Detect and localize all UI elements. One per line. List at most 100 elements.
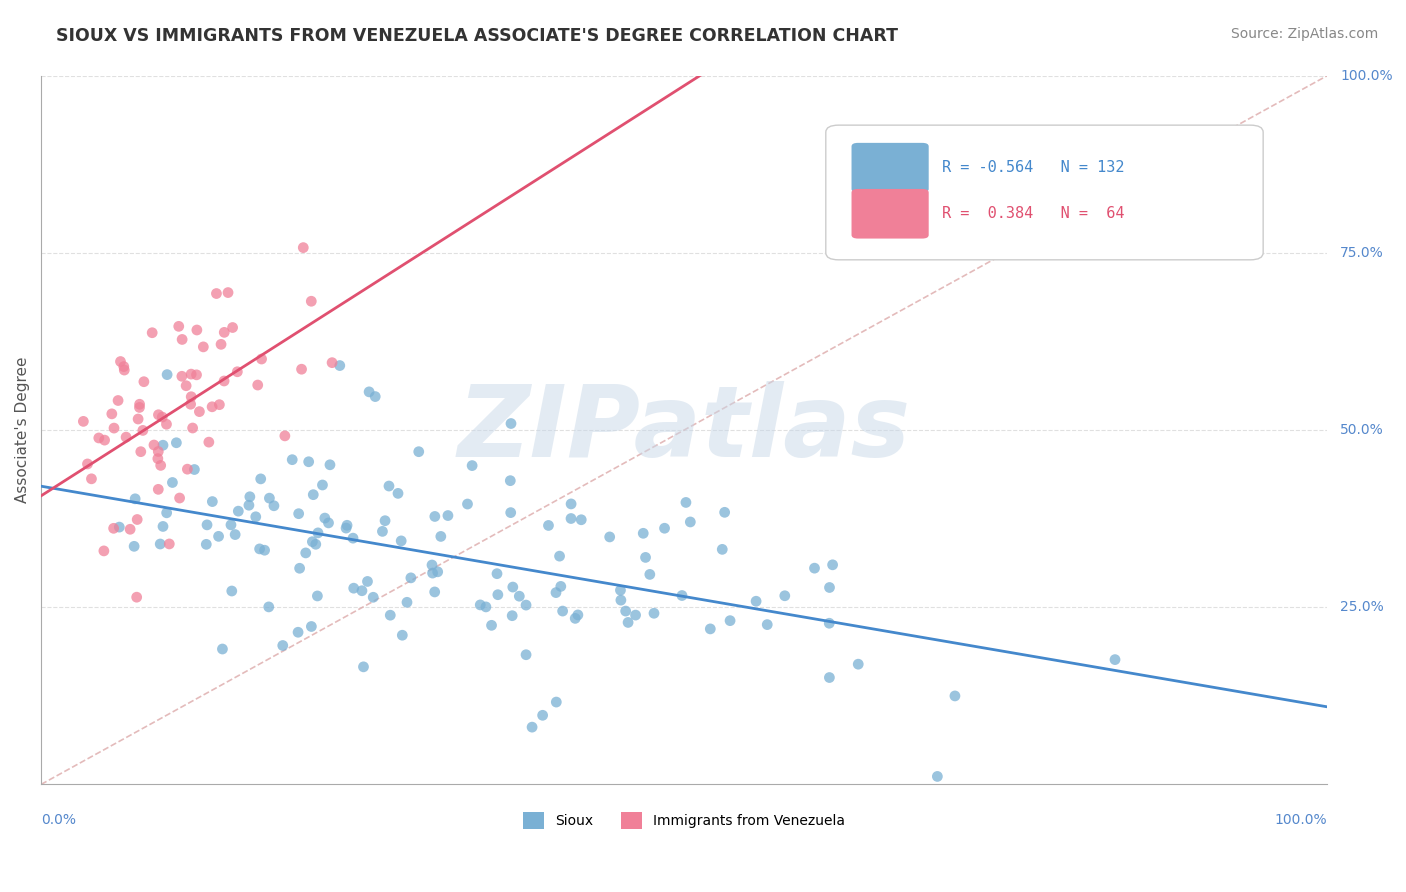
Point (544, 585, 567, 599)
Point (226, 504, 249, 518)
Point (531, 708, 554, 723)
Point (818, 616, 841, 631)
Point (927, 769, 949, 783)
Point (250, 351, 273, 366)
Point (245, 509, 267, 524)
Point (499, 474, 522, 488)
Point (718, 614, 741, 628)
Point (287, 625, 309, 640)
Point (107, 393, 129, 408)
Point (773, 589, 796, 603)
Point (152, 519, 174, 533)
Point (380, 608, 402, 623)
Point (198, 435, 221, 450)
Point (610, 593, 633, 607)
Point (461, 458, 484, 473)
Point (502, 580, 524, 594)
Point (634, 550, 657, 565)
Point (485, 566, 508, 581)
Point (560, 497, 582, 511)
Point (103, 421, 125, 435)
Point (481, 618, 503, 632)
Point (249, 541, 271, 556)
Y-axis label: Associate's Degree: Associate's Degree (15, 357, 30, 503)
Point (537, 518, 560, 533)
Point (180, 367, 202, 381)
Point (745, 594, 768, 608)
Point (423, 509, 446, 524)
Point (569, 513, 592, 527)
Point (307, 589, 329, 603)
Point (208, 398, 231, 412)
Point (301, 534, 323, 549)
Point (132, 424, 155, 438)
Point (271, 639, 294, 653)
Point (501, 608, 523, 623)
FancyBboxPatch shape (852, 143, 929, 193)
Point (167, 319, 190, 334)
Point (93, 433, 115, 447)
Point (221, 584, 243, 599)
Point (713, 505, 735, 519)
Point (209, 337, 232, 351)
Point (183, 462, 205, 476)
Point (112, 359, 135, 374)
Point (122, 539, 145, 553)
Point (560, 511, 582, 525)
Point (408, 444, 430, 458)
Point (329, 359, 352, 373)
Point (943, 689, 966, 703)
Point (515, 598, 537, 612)
Point (219, 517, 242, 532)
Point (239, 490, 262, 504)
Point (654, 521, 676, 535)
Point (174, 378, 197, 392)
Point (551, 604, 574, 618)
Point (486, 588, 509, 602)
Point (246, 378, 269, 392)
Point (162, 475, 184, 490)
Point (205, 286, 228, 301)
Point (302, 488, 325, 502)
Point (170, 369, 193, 384)
Point (319, 458, 342, 472)
Point (287, 507, 309, 521)
Point (564, 611, 586, 625)
Point (699, 622, 721, 636)
Point (169, 491, 191, 505)
Point (207, 529, 229, 543)
Point (143, 438, 166, 452)
Point (212, 374, 235, 388)
Point (176, 462, 198, 476)
Point (93, 544, 115, 558)
Point (103, 521, 125, 535)
Point (186, 368, 208, 382)
Point (148, 483, 170, 497)
Text: R =  0.384   N =  64: R = 0.384 N = 64 (942, 206, 1123, 221)
Point (567, 607, 589, 622)
Point (335, 521, 357, 535)
Point (321, 356, 343, 370)
Point (146, 451, 169, 466)
Point (217, 285, 239, 300)
Point (298, 455, 321, 469)
Point (499, 506, 522, 520)
Point (181, 421, 204, 435)
Point (112, 363, 135, 377)
Point (374, 514, 396, 528)
FancyBboxPatch shape (852, 189, 929, 238)
Point (76, 457, 98, 471)
Point (201, 494, 224, 508)
Point (1104, 652, 1126, 666)
Point (550, 579, 572, 593)
Point (149, 458, 172, 473)
Point (821, 558, 844, 572)
Point (172, 333, 194, 347)
Point (675, 495, 697, 509)
Point (211, 642, 233, 657)
Point (253, 543, 276, 558)
Point (195, 537, 218, 551)
Point (638, 567, 661, 582)
Point (508, 589, 530, 603)
Point (470, 598, 492, 612)
